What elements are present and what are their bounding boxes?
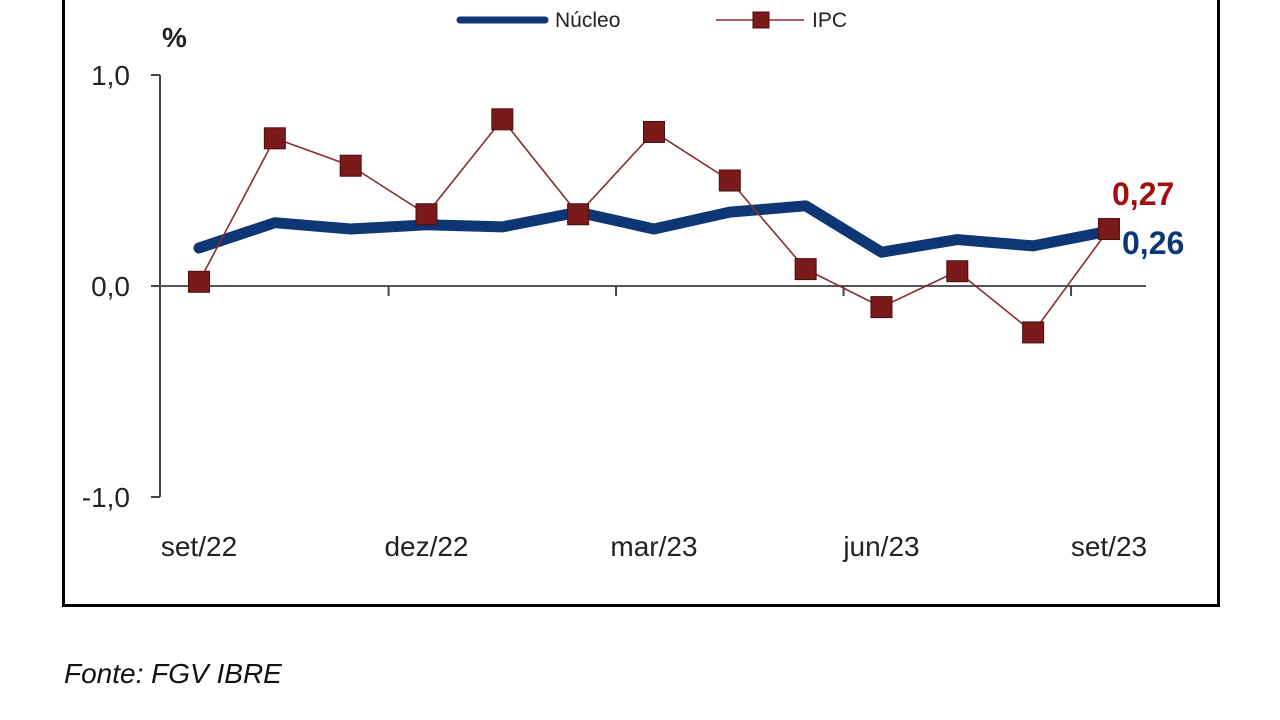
nucleo-line bbox=[193, 200, 1115, 258]
axes: 1,0 0,0 -1,0 set/22 dez/22 mar/23 jun/23 set/23… bbox=[82, 22, 1147, 562]
y-tick-label: -1,0 bbox=[82, 482, 130, 513]
ipc-marker bbox=[870, 296, 893, 319]
y-unit-label: % bbox=[162, 22, 187, 53]
x-tick-label: mar/23 bbox=[610, 531, 697, 562]
legend-ipc-marker bbox=[752, 11, 770, 29]
legend: Núcleo IPC bbox=[456, 9, 847, 32]
ipc-marker bbox=[718, 169, 741, 192]
y-tick-label: 0,0 bbox=[91, 271, 130, 302]
ipc-marker bbox=[415, 203, 438, 226]
nucleo-end-label: 0,26 bbox=[1122, 225, 1184, 261]
series-ipc bbox=[188, 108, 1120, 344]
ipc-marker bbox=[263, 127, 286, 150]
x-tick-label: set/22 bbox=[161, 531, 237, 562]
ipc-marker bbox=[794, 258, 817, 281]
series-nucleo bbox=[193, 200, 1115, 258]
y-tick-label: 1,0 bbox=[91, 60, 130, 91]
ipc-marker bbox=[1097, 218, 1120, 241]
ipc-marker bbox=[642, 120, 665, 143]
ipc-marker bbox=[1022, 321, 1045, 344]
chart-frame bbox=[62, 0, 1220, 607]
ipc-marker bbox=[491, 108, 514, 131]
ipc-end-label: 0,27 bbox=[1112, 176, 1174, 212]
source-note: Fonte: FGV IBRE bbox=[64, 658, 282, 689]
ipc-marker bbox=[567, 203, 590, 226]
ipc-marker bbox=[188, 270, 210, 293]
ipc-marker bbox=[946, 260, 969, 283]
legend-ipc-label: IPC bbox=[812, 9, 847, 32]
ipc-marker bbox=[339, 154, 362, 177]
x-tick-label: jun/23 bbox=[842, 531, 919, 562]
x-tick-label: set/23 bbox=[1071, 531, 1147, 562]
labels: 0,27 0,26 bbox=[1112, 176, 1184, 261]
legend-nucleo-label: Núcleo bbox=[555, 9, 620, 32]
x-tick-label: dez/22 bbox=[384, 531, 468, 562]
